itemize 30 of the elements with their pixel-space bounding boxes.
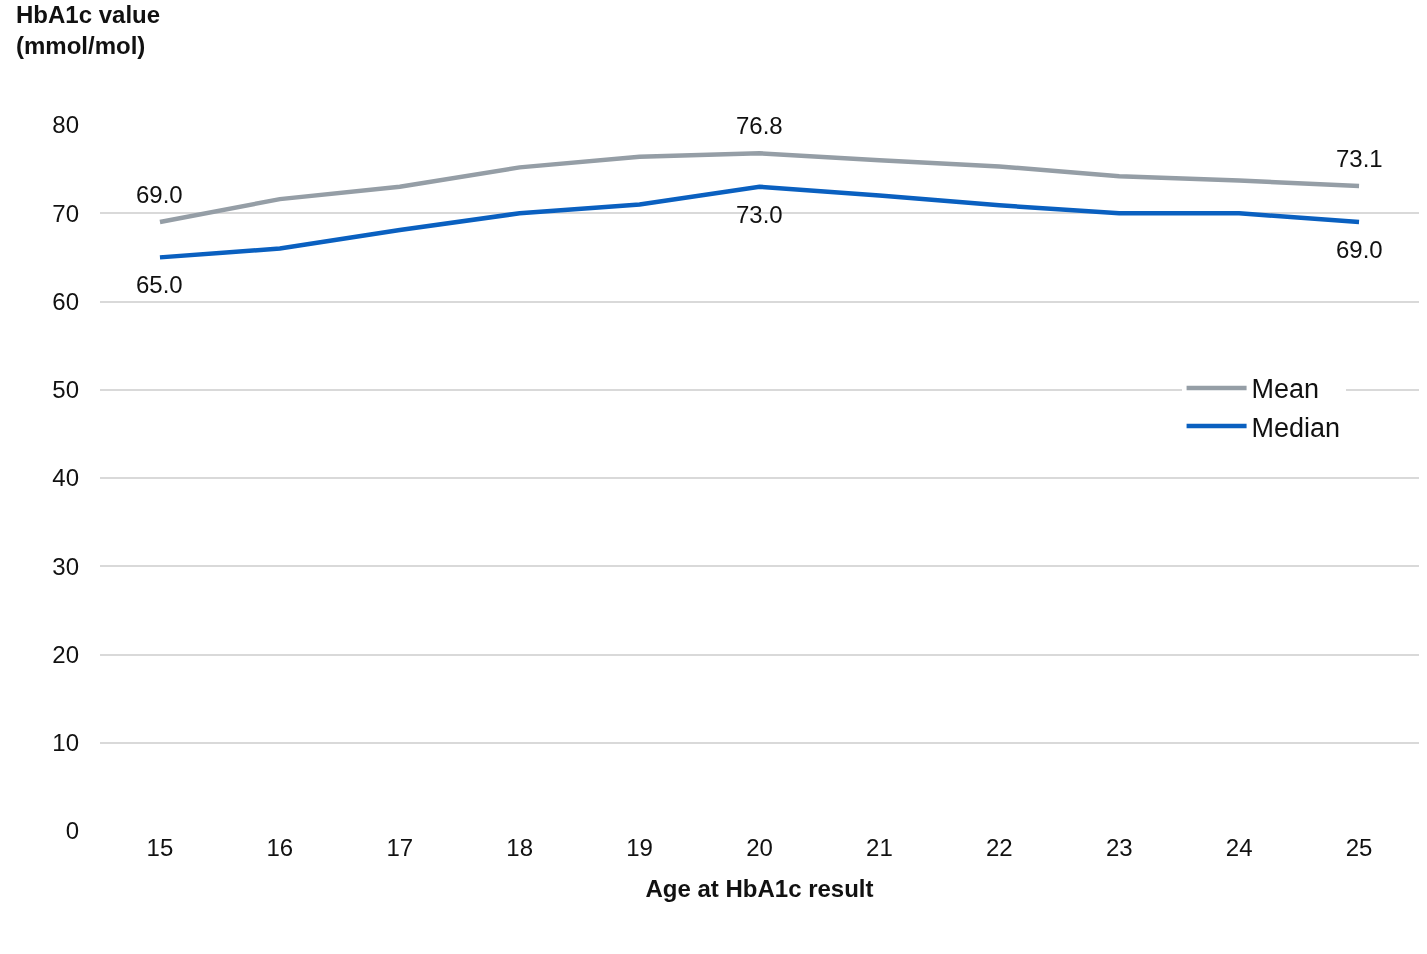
x-tick-label: 19	[626, 834, 653, 861]
legend-label: Median	[1251, 412, 1341, 443]
legend-label: Mean	[1251, 374, 1320, 405]
x-tick-label: 17	[386, 834, 414, 861]
x-tick-label: 16	[266, 834, 294, 861]
data-label: 69.0	[136, 181, 183, 208]
x-tick-label: 18	[506, 834, 534, 861]
y-tick-label: 20	[52, 640, 79, 668]
y-tick-label: 80	[52, 111, 79, 139]
x-tick-label: 25	[1345, 834, 1373, 861]
y-axis-title: HbA1c value (mmol/mol)	[16, 1, 161, 60]
x-tick-label: 15	[146, 834, 174, 861]
data-label: 73.0	[736, 201, 783, 228]
x-tick-label: 21	[866, 834, 893, 861]
y-tick-label: 60	[52, 287, 79, 315]
y-tick-label: 30	[52, 552, 79, 580]
data-label: 69.0	[1336, 236, 1383, 263]
x-tick-label: 24	[1225, 834, 1253, 861]
y-tick-label: 50	[52, 376, 79, 404]
data-label: 65.0	[136, 271, 183, 298]
x-tick-label: 23	[1105, 834, 1133, 861]
data-label: 76.8	[736, 112, 783, 139]
x-tick-label: 22	[985, 834, 1013, 861]
y-tick-label: 10	[52, 729, 79, 757]
y-tick-label: 70	[52, 199, 79, 227]
x-tick-label: 20	[746, 834, 773, 861]
x-axis-title: Age at HbA1c result	[645, 875, 874, 903]
data-label: 73.1	[1336, 145, 1383, 172]
y-tick-label: 0	[65, 817, 79, 845]
y-tick-label: 40	[52, 464, 79, 492]
